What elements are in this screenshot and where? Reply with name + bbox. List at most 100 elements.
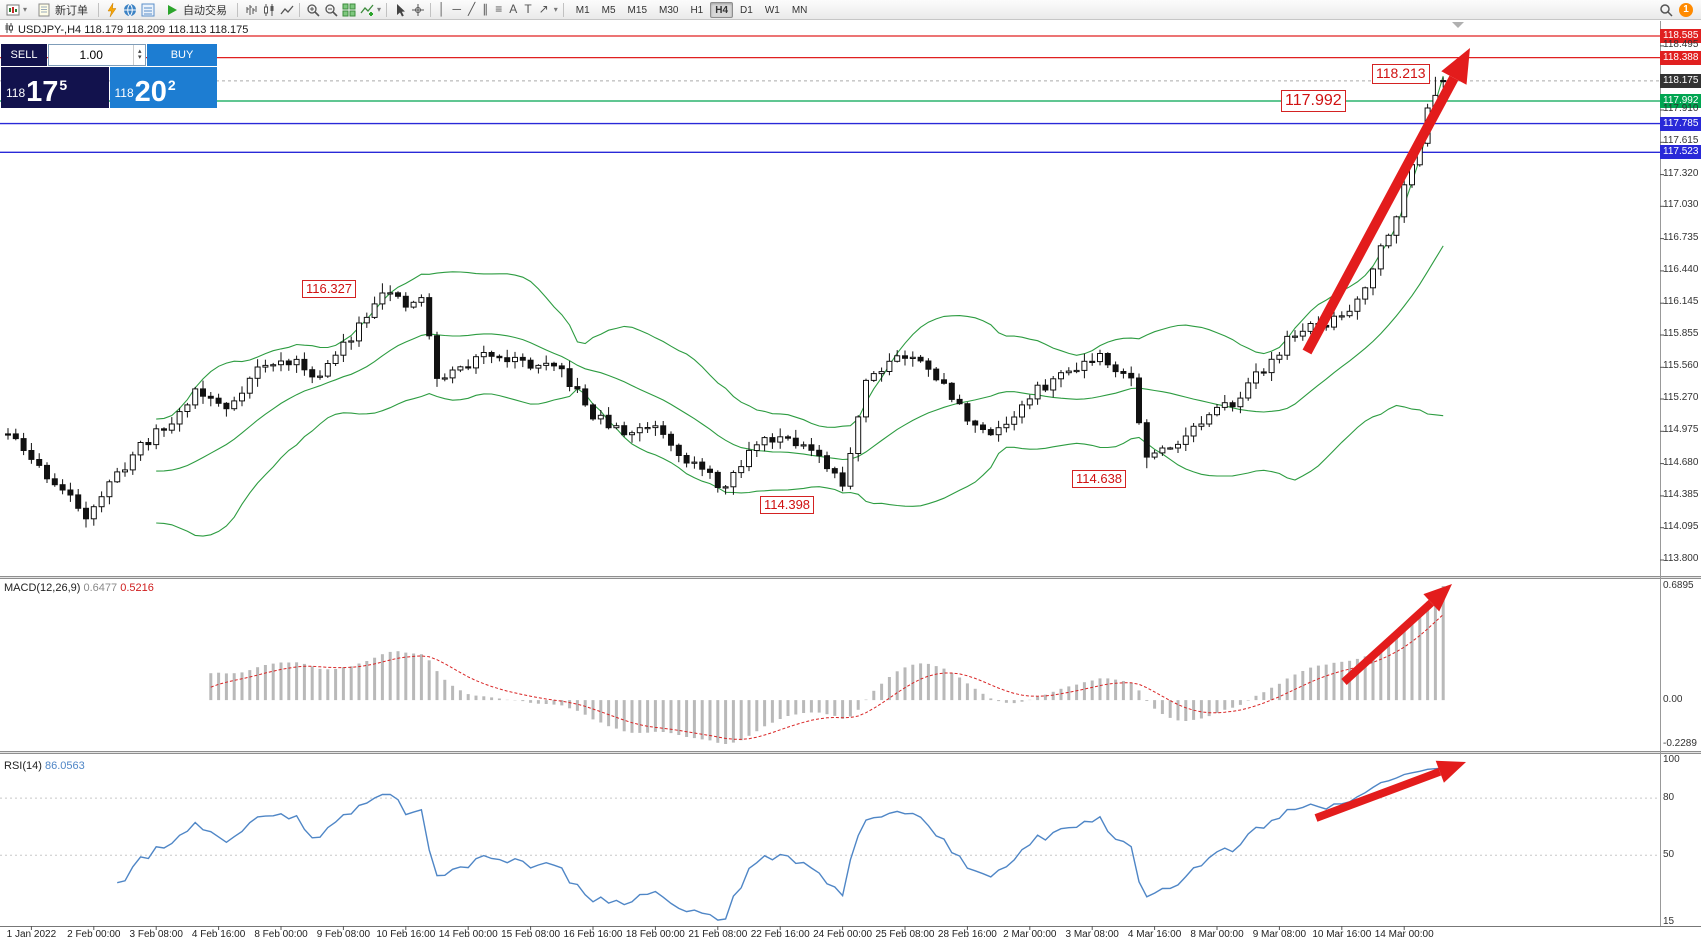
price-scale-label: 117.320 [1663, 167, 1699, 179]
timeframe-m1[interactable]: M1 [575, 4, 590, 16]
new-chart-icon[interactable] [4, 1, 21, 18]
price-line-badge: 117.992 [1660, 93, 1701, 108]
notification-badge[interactable]: 1 [1679, 2, 1693, 17]
price-scale-label: 114.095 [1663, 520, 1699, 532]
price-scale-label: 113.800 [1663, 553, 1699, 564]
time-scale-label: 28 Feb 16:00 [937, 929, 997, 940]
chevron-down-icon[interactable]: ▾ [553, 5, 558, 14]
time-scale-label: 22 Feb 16:00 [750, 929, 810, 940]
volume-spinner[interactable]: ▴ ▾ [48, 44, 146, 66]
tile-windows-icon[interactable] [340, 1, 357, 18]
sell-button[interactable]: SELL [1, 44, 47, 66]
timeframe-toolbar: M1 M5 M15 M30 H1 H4 D1 W1 MN [570, 1, 814, 18]
fibonacci-icon[interactable]: ≡ [495, 2, 503, 16]
autotrading-label: 自动交易 [183, 4, 228, 17]
line-chart-icon[interactable] [278, 1, 295, 18]
time-scale-label: 3 Mar 08:00 [1065, 929, 1119, 940]
buy-price[interactable]: 118 20 2 [109, 67, 217, 108]
time-scale-label: 4 Feb 16:00 [191, 929, 246, 940]
arrows-tool-icon[interactable]: ↗ [538, 2, 549, 16]
price-annotation[interactable]: 116.327 [302, 280, 357, 299]
chevron-down-icon[interactable]: ▾ [377, 5, 382, 14]
one-click-trading-panel: SELL ▴ ▾ BUY 118 17 5 118 20 2 [1, 44, 217, 108]
price-scale-label: 114.680 [1663, 456, 1699, 468]
rsi-name: RSI(14) [4, 760, 42, 772]
sell-pips: 17 [26, 76, 59, 108]
play-icon [163, 1, 180, 18]
rsi-value: 86.0563 [44, 760, 85, 772]
price-scale-label: 116.440 [1663, 263, 1699, 275]
time-scale-label: 3 Feb 08:00 [129, 929, 183, 940]
new-order-icon [35, 1, 52, 18]
timeframe-mn[interactable]: MN [791, 4, 808, 16]
crosshair-icon[interactable] [409, 1, 426, 18]
price-axis[interactable]: 118.585 118.495 118.388 118.175 117.992 117.9… [1660, 20, 1701, 927]
toolbar-separator [386, 2, 388, 17]
timeframe-m15[interactable]: M15 [627, 4, 647, 16]
text-label-icon[interactable]: T [524, 2, 532, 16]
macd-scale-label: 0.6895 [1663, 580, 1694, 591]
time-scale-label: 15 Feb 08:00 [501, 929, 561, 940]
timeframe-h4[interactable]: H4 [710, 1, 734, 18]
vertical-line-icon[interactable]: │ [438, 2, 446, 16]
buy-pipette: 2 [167, 77, 176, 93]
new-order-button[interactable]: 新订单 [29, 1, 94, 19]
rsi-scale-label: 50 [1663, 849, 1675, 861]
community-icon[interactable] [121, 1, 138, 18]
buy-button[interactable]: BUY [147, 44, 217, 66]
rsi-scale-label: 15 [1663, 916, 1675, 927]
market-watch-icon[interactable] [139, 1, 156, 18]
time-scale-label: 14 Feb 00:00 [438, 929, 498, 940]
macd-name: MACD(12,26,9) [4, 582, 81, 594]
time-axis[interactable]: 1 Jan 2022 2 Feb 00:00 3 Feb 08:00 4 Feb 16… [0, 926, 1701, 942]
price-annotation[interactable]: 117.992 [1281, 90, 1346, 112]
rsi-indicator-label: RSI(14) 86.0563 [4, 760, 85, 772]
macd-scale-label: 0.00 [1663, 694, 1683, 706]
timeframe-m5[interactable]: M5 [601, 4, 616, 16]
time-scale-label: 9 Mar 08:00 [1252, 929, 1307, 940]
equidistant-channel-icon[interactable]: ∥ [482, 2, 489, 16]
time-scale-label: 4 Mar 16:00 [1127, 929, 1182, 940]
buy-pips: 20 [134, 76, 167, 108]
time-scale-label: 10 Feb 16:00 [376, 929, 436, 940]
price-annotation[interactable]: 118.213 [1372, 64, 1430, 84]
zoom-in-icon[interactable] [304, 1, 321, 18]
time-scale-label: 16 Feb 16:00 [563, 929, 623, 940]
zoom-out-icon[interactable] [322, 1, 339, 18]
time-scale-label: 2 Mar 00:00 [1003, 929, 1057, 940]
macd-scale-label: -0.2289 [1663, 738, 1697, 749]
candlestick-chart-icon[interactable] [260, 1, 277, 18]
price-annotation[interactable]: 114.398 [760, 496, 815, 515]
text-icon[interactable]: A [509, 2, 518, 16]
bar-chart-icon[interactable] [242, 1, 259, 18]
timeframe-w1[interactable]: W1 [764, 4, 780, 16]
lightning-icon[interactable] [103, 1, 120, 18]
price-scale-label: 117.615 [1663, 135, 1699, 147]
price-annotation[interactable]: 114.638 [1072, 470, 1127, 489]
price-line-badge: 118.585 [1660, 29, 1701, 44]
time-scale-label: 14 Mar 00:00 [1374, 929, 1434, 940]
cursor-icon[interactable] [391, 1, 408, 18]
autotrading-button[interactable]: 自动交易 [157, 1, 233, 19]
timeframe-m30[interactable]: M30 [659, 4, 679, 16]
volume-spin-buttons[interactable]: ▴ ▾ [133, 45, 145, 65]
sell-price[interactable]: 118 17 5 [1, 67, 109, 108]
new-order-label: 新订单 [55, 4, 89, 17]
price-scale-label: 117.910 [1663, 102, 1699, 114]
timeframe-h1[interactable]: H1 [690, 4, 704, 16]
volume-input[interactable] [49, 45, 134, 65]
horizontal-line-icon[interactable]: ─ [452, 2, 462, 16]
price-scale-label: 115.270 [1663, 392, 1699, 404]
search-icon[interactable] [1657, 1, 1674, 18]
price-scale-label: 115.855 [1663, 327, 1699, 339]
chevron-down-icon[interactable]: ▾ [23, 5, 28, 14]
timeframe-d1[interactable]: D1 [740, 4, 753, 16]
add-indicator-icon[interactable] [358, 1, 375, 18]
macd-signal-value: 0.5216 [120, 582, 154, 594]
time-scale-label: 21 Feb 08:00 [688, 929, 748, 940]
rsi-scale-label: 100 [1663, 754, 1680, 765]
trendline-icon[interactable]: ╱ [468, 2, 476, 16]
volume-down-arrow[interactable]: ▾ [137, 54, 142, 61]
volume-up-arrow[interactable]: ▴ [137, 48, 142, 55]
